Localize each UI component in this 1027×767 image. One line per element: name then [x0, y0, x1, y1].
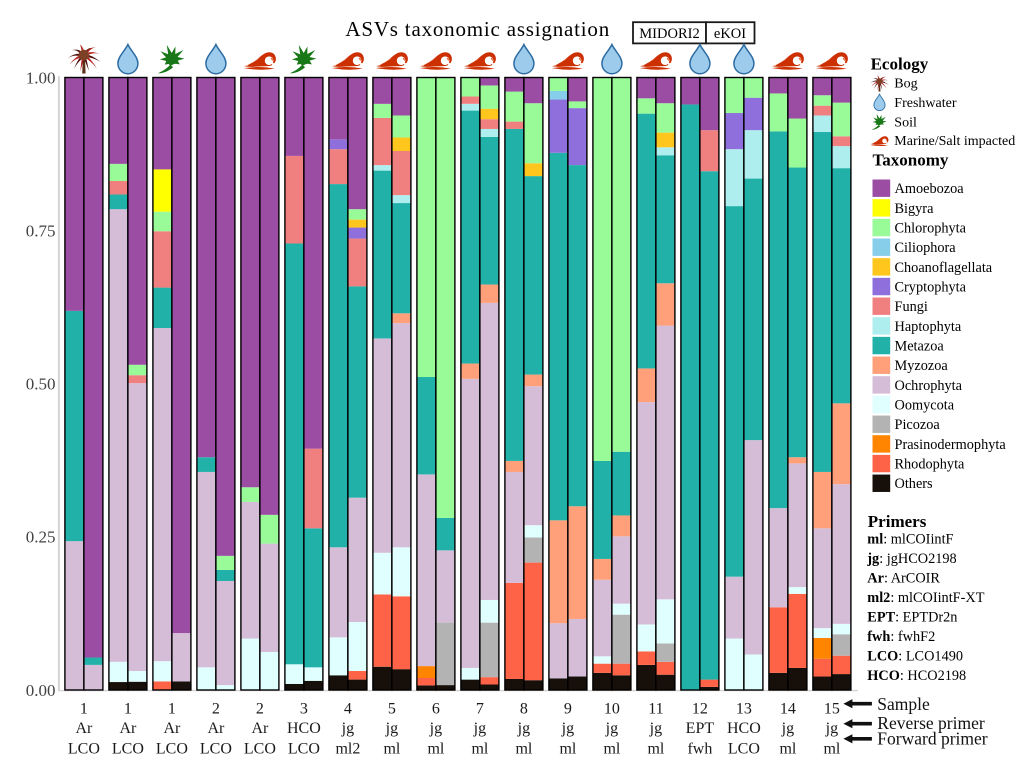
- svg-text:Picozoa: Picozoa: [895, 417, 941, 433]
- svg-text:Reverse primer: Reverse primer: [877, 713, 985, 733]
- svg-text:Bigyra: Bigyra: [895, 201, 935, 217]
- svg-text:LCO: LCO: [112, 740, 144, 757]
- svg-text:ml: mlCOIintF: ml: mlCOIintF: [867, 531, 953, 547]
- svg-text:ml: ml: [515, 740, 532, 757]
- svg-text:Freshwater: Freshwater: [894, 96, 957, 111]
- svg-text:jg: jg: [605, 720, 618, 737]
- svg-text:13: 13: [736, 700, 752, 717]
- svg-text:LCO: LCO: [200, 740, 232, 757]
- svg-text:1.00: 1.00: [26, 68, 56, 87]
- svg-text:jg: jg: [341, 720, 354, 737]
- svg-text:LCO: LCO: [288, 740, 320, 757]
- svg-text:11: 11: [648, 700, 663, 717]
- svg-text:Ar: Ar: [119, 720, 137, 737]
- svg-text:LCO: LCO: [68, 740, 100, 757]
- svg-text:Haptophyta: Haptophyta: [895, 319, 962, 335]
- svg-text:Ciliophora: Ciliophora: [895, 240, 957, 256]
- svg-text:jg: jg: [649, 720, 662, 737]
- svg-text:15: 15: [824, 700, 840, 717]
- svg-text:Chlorophyta: Chlorophyta: [895, 220, 967, 236]
- svg-text:0.50: 0.50: [26, 375, 56, 394]
- svg-text:3: 3: [300, 700, 308, 717]
- svg-text:1: 1: [168, 700, 176, 717]
- svg-text:jg: jg: [825, 720, 838, 737]
- svg-text:ml: ml: [823, 740, 840, 757]
- svg-text:6: 6: [432, 700, 440, 717]
- svg-text:jg: jgHCO2198: jg: jgHCO2198: [866, 551, 956, 567]
- svg-text:jg: jg: [781, 720, 794, 737]
- svg-text:ml: ml: [427, 740, 444, 757]
- svg-text:1: 1: [80, 700, 88, 717]
- svg-text:HCO: HCO: [727, 720, 761, 737]
- svg-text:ml: ml: [559, 740, 576, 757]
- svg-text:Oomycota: Oomycota: [895, 397, 955, 413]
- svg-text:ml: ml: [471, 740, 488, 757]
- svg-text:HCO: HCO: [287, 720, 321, 737]
- svg-text:jg: jg: [561, 720, 574, 737]
- svg-text:8: 8: [520, 700, 528, 717]
- svg-text:ml: ml: [603, 740, 620, 757]
- svg-text:ml: ml: [647, 740, 664, 757]
- svg-text:0.75: 0.75: [26, 221, 56, 240]
- svg-text:Rhodophyta: Rhodophyta: [895, 456, 966, 472]
- svg-text:Prasinodermophyta: Prasinodermophyta: [895, 437, 1007, 453]
- svg-text:Ar: Ar: [207, 720, 225, 737]
- svg-text:Ar: Ar: [75, 720, 93, 737]
- svg-text:2: 2: [256, 700, 264, 717]
- svg-text:Others: Others: [895, 476, 934, 492]
- svg-text:ml: ml: [383, 740, 400, 757]
- svg-text:5: 5: [388, 700, 396, 717]
- svg-text:EPT: EPT: [686, 720, 715, 737]
- svg-text:0.25: 0.25: [26, 528, 56, 547]
- svg-text:jg: jg: [385, 720, 398, 737]
- svg-text:Fungi: Fungi: [895, 299, 928, 315]
- svg-text:Ochrophyta: Ochrophyta: [895, 378, 963, 394]
- svg-text:Metazoa: Metazoa: [895, 338, 945, 354]
- svg-text:2: 2: [212, 700, 220, 717]
- svg-text:eKOI: eKOI: [714, 26, 746, 42]
- svg-text:Choanoflagellata: Choanoflagellata: [895, 260, 993, 276]
- svg-text:MIDORI2: MIDORI2: [639, 26, 699, 42]
- svg-text:Cryptophyta: Cryptophyta: [895, 279, 967, 295]
- svg-text:Bog: Bog: [894, 77, 917, 92]
- svg-text:Marine/Salt impacted: Marine/Salt impacted: [894, 134, 1015, 149]
- svg-text:ml: ml: [779, 740, 796, 757]
- svg-text:12: 12: [692, 700, 708, 717]
- svg-text:Taxonomy: Taxonomy: [873, 150, 949, 169]
- svg-text:9: 9: [564, 700, 572, 717]
- svg-text:LCO: LCO: [244, 740, 276, 757]
- svg-text:LCO: LCO1490: LCO: LCO1490: [867, 649, 963, 665]
- svg-text:ASVs taxonomic assignation: ASVs taxonomic assignation: [345, 17, 610, 41]
- svg-text:EPT: EPTDr2n: EPT: EPTDr2n: [867, 610, 957, 626]
- svg-text:14: 14: [780, 700, 796, 717]
- svg-text:jg: jg: [429, 720, 442, 737]
- svg-text:jg: jg: [473, 720, 486, 737]
- svg-text:jg: jg: [517, 720, 530, 737]
- svg-text:Ar: Ar: [251, 720, 269, 737]
- svg-text:fwh: fwhF2: fwh: fwhF2: [867, 629, 935, 645]
- svg-text:Primers: Primers: [868, 512, 927, 531]
- svg-text:Amoebozoa: Amoebozoa: [895, 181, 965, 197]
- svg-text:7: 7: [476, 700, 484, 717]
- svg-text:Myzozoa: Myzozoa: [895, 358, 949, 374]
- svg-text:10: 10: [604, 700, 620, 717]
- svg-text:Ar: Ar: [163, 720, 181, 737]
- svg-text:LCO: LCO: [728, 740, 760, 757]
- svg-text:4: 4: [344, 700, 352, 717]
- svg-text:1: 1: [124, 700, 132, 717]
- svg-text:HCO: HCO2198: HCO: HCO2198: [867, 668, 966, 684]
- svg-text:Sample: Sample: [877, 694, 930, 714]
- svg-text:fwh: fwh: [687, 740, 712, 757]
- svg-text:ml2: mlCOIintF-XT: ml2: mlCOIintF-XT: [867, 590, 984, 606]
- svg-text:Ar: ArCOIR: Ar: ArCOIR: [867, 570, 940, 586]
- svg-text:ml2: ml2: [335, 740, 360, 757]
- svg-text:Forward primer: Forward primer: [877, 729, 987, 749]
- svg-text:0.00: 0.00: [26, 681, 56, 700]
- svg-text:LCO: LCO: [156, 740, 188, 757]
- svg-text:Ecology: Ecology: [871, 54, 929, 73]
- svg-text:Soil: Soil: [894, 116, 917, 131]
